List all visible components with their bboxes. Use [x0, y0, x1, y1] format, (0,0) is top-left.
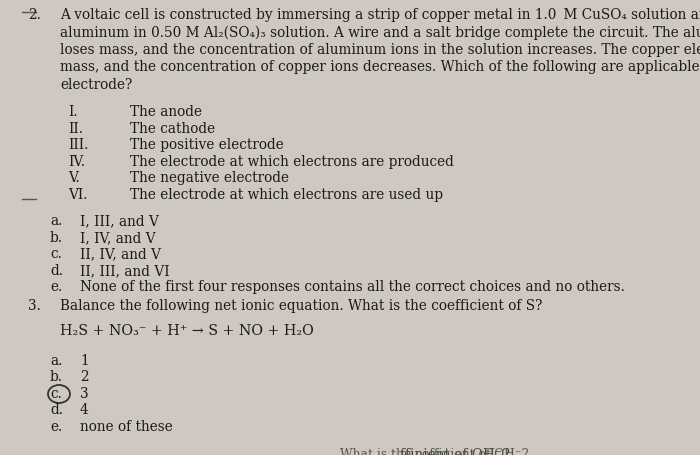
- Text: c.: c.: [50, 386, 62, 400]
- Text: 2: 2: [80, 369, 89, 384]
- Text: aluminum in 0.50 M Al₂(SO₄)₃ solution. A wire and a salt bridge complete the cir: aluminum in 0.50 M Al₂(SO₄)₃ solution. A…: [60, 25, 700, 40]
- Text: I.: I.: [68, 105, 78, 119]
- Text: d.: d.: [50, 403, 63, 417]
- Text: II, IV, and V: II, IV, and V: [80, 247, 161, 261]
- Text: ffinient of OH⁻2: ffinient of OH⁻2: [400, 447, 511, 455]
- Text: b.: b.: [50, 369, 63, 384]
- Text: None of the first four responses contains all the correct choices and no others.: None of the first four responses contain…: [80, 280, 625, 294]
- Text: c.: c.: [50, 247, 62, 261]
- Text: b.: b.: [50, 231, 63, 244]
- Text: V.: V.: [68, 171, 80, 185]
- Text: VI.: VI.: [68, 187, 88, 202]
- Text: a.: a.: [50, 353, 62, 367]
- Text: e.: e.: [50, 280, 62, 294]
- Text: 4: 4: [80, 403, 89, 417]
- Text: The negative electrode: The negative electrode: [130, 171, 289, 185]
- Text: IV.: IV.: [68, 155, 85, 169]
- Text: II.: II.: [68, 122, 83, 136]
- Text: 3.: 3.: [28, 298, 41, 312]
- Text: electrode?: electrode?: [60, 78, 132, 92]
- Text: 2.: 2.: [28, 8, 41, 22]
- Text: H₂S + NO₃⁻ + H⁺ → S + NO + H₂O: H₂S + NO₃⁻ + H⁺ → S + NO + H₂O: [60, 324, 314, 338]
- Text: 3: 3: [80, 386, 89, 400]
- Text: Balance the following net ionic equation. What is the coefficient of S?: Balance the following net ionic equation…: [60, 298, 543, 312]
- Text: d.: d.: [50, 263, 63, 278]
- Text: I, IV, and V: I, IV, and V: [80, 231, 155, 244]
- Text: The electrode at which electrons are used up: The electrode at which electrons are use…: [130, 187, 443, 202]
- Text: 1: 1: [80, 353, 89, 367]
- Text: II, III, and VI: II, III, and VI: [80, 263, 169, 278]
- Text: none of these: none of these: [80, 419, 173, 433]
- Text: mass, and the concentration of copper ions decreases. Which of the following are: mass, and the concentration of copper io…: [60, 61, 700, 74]
- Text: The anode: The anode: [130, 105, 202, 119]
- Text: The cathode: The cathode: [130, 122, 215, 136]
- Text: III.: III.: [68, 138, 88, 152]
- Text: I, III, and V: I, III, and V: [80, 214, 159, 228]
- Text: What is the coffinient of OH⁻2: What is the coffinient of OH⁻2: [340, 447, 529, 455]
- Text: e.: e.: [50, 419, 62, 433]
- Text: loses mass, and the concentration of aluminum ions in the solution increases. Th: loses mass, and the concentration of alu…: [60, 43, 700, 57]
- Text: a.: a.: [50, 214, 62, 228]
- Text: The positive electrode: The positive electrode: [130, 138, 284, 152]
- Text: A voltaic cell is constructed by immersing a strip of copper metal in 1.0  M CuS: A voltaic cell is constructed by immersi…: [60, 8, 700, 22]
- Text: The electrode at which electrons are produced: The electrode at which electrons are pro…: [130, 155, 454, 169]
